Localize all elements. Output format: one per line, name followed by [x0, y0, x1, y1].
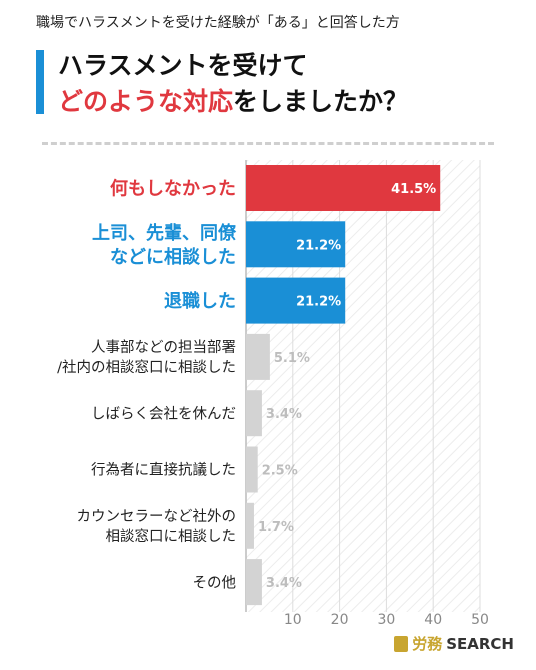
category-label-line: 退職した [164, 290, 236, 312]
category-label-line: /社内の相談窓口に相談した [57, 358, 236, 376]
value-label: 3.4% [266, 407, 302, 422]
category-label-line: 上司、先輩、同僚 [92, 222, 237, 244]
value-label: 5.1% [274, 351, 310, 366]
value-label: 41.5% [391, 182, 436, 197]
value-label: 1.7% [258, 520, 294, 535]
category-label-line: しばらく会社を休んだ [91, 405, 236, 422]
x-tick-label: 30 [377, 612, 395, 628]
category-label: 人事部などの担当部署/社内の相談窓口に相談した [57, 339, 236, 376]
survey-subtitle: 職場でハラスメントを受けた経験が「ある」と回答した方 [36, 15, 400, 31]
divider [42, 142, 494, 145]
title-rest: をしましたか？ [233, 87, 409, 116]
brand-mark-icon [394, 635, 409, 652]
brand-logo: 労務 SEARCH [394, 633, 514, 654]
category-label: 退職した [164, 290, 236, 312]
category-label: その他 [193, 574, 237, 591]
value-label: 2.5% [262, 464, 298, 479]
x-tick-label: 10 [284, 612, 302, 628]
bar [246, 165, 441, 211]
category-label-line: などに相談した [110, 246, 236, 268]
title-line-1: ハラスメントを受けて [58, 51, 308, 80]
category-label-line: 相談窓口に相談した [106, 527, 237, 545]
category-label-line: その他 [193, 574, 237, 591]
category-label: 行為者に直接抗議した [91, 461, 236, 479]
x-tick-label: 40 [424, 612, 442, 628]
bar [246, 221, 346, 268]
category-label: 何もしなかった [110, 177, 236, 199]
value-label: 21.2% [296, 295, 341, 310]
bar [246, 502, 254, 549]
title-highlight: どのような対応 [58, 87, 234, 116]
bar [246, 446, 258, 493]
value-label: 21.2% [296, 238, 341, 253]
x-tick-label: 50 [471, 612, 489, 628]
brand-name-en: SEARCH [446, 634, 514, 653]
bar [246, 559, 262, 606]
category-label: しばらく会社を休んだ [91, 405, 236, 422]
category-label: 上司、先輩、同僚などに相談した [92, 222, 237, 268]
category-label-line: 行為者に直接抗議した [91, 461, 236, 479]
x-tick-label: 20 [331, 612, 349, 628]
title-line-2: どのような対応をしましたか？ [58, 82, 408, 118]
brand-name-jp: 労務 [412, 635, 443, 653]
category-label-line: カウンセラーなど社外の [77, 508, 237, 525]
bar [246, 390, 262, 437]
category-label: カウンセラーなど社外の相談窓口に相談した [77, 508, 237, 545]
title-accent-bar [36, 50, 44, 114]
category-label-line: 人事部などの担当部署 [91, 339, 236, 356]
value-label: 3.4% [266, 576, 302, 591]
bar [246, 333, 270, 380]
bar [246, 277, 346, 324]
category-label-line: 何もしなかった [110, 177, 236, 199]
